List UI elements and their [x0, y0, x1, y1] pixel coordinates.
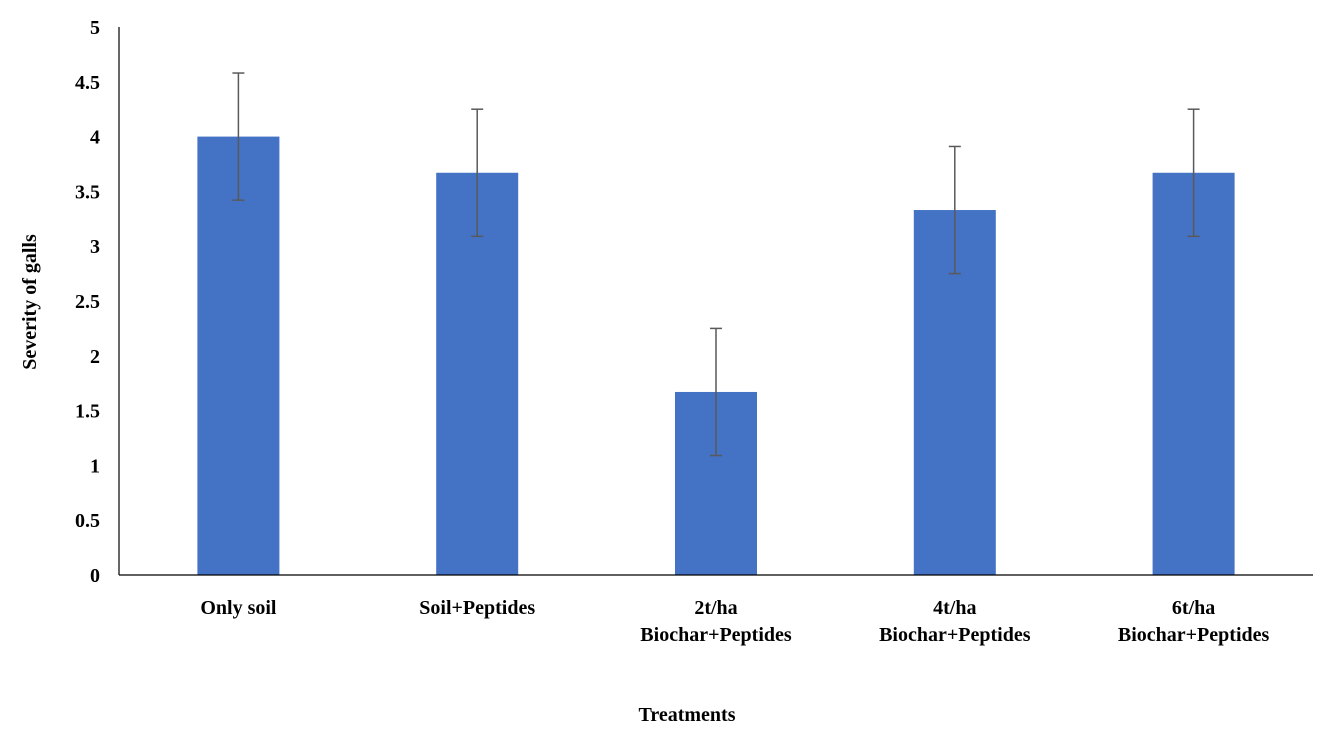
x-tick-label: 4t/ha Biochar+Peptides [879, 597, 1031, 646]
y-tick-label: 1 [90, 455, 100, 477]
x-tick-label-line: 4t/ha [933, 597, 976, 619]
y-tick-label: 1.5 [75, 401, 100, 423]
bar [197, 136, 280, 575]
x-tick-label-line: 6t/ha [1172, 597, 1215, 619]
x-tick-label: 2t/ha Biochar+Peptides [640, 597, 792, 646]
x-tick-label-line: Biochar+Peptides [1118, 624, 1270, 646]
x-tick-label-line: 2t/ha [694, 597, 737, 619]
y-tick-label: 3 [90, 236, 100, 258]
y-tick-label: 3.5 [75, 181, 100, 203]
y-axis-title: Severity of galls [19, 234, 41, 370]
bar [1152, 172, 1235, 575]
y-tick-label: 2 [90, 346, 100, 368]
y-tick-label: 0.5 [75, 510, 100, 532]
x-tick-label-line: Only soil [200, 597, 277, 619]
x-tick-label-line: Soil+Peptides [419, 597, 535, 619]
x-tick-label-line: Biochar+Peptides [879, 624, 1031, 646]
x-axis-title: Treatments [638, 704, 735, 726]
bar [436, 172, 519, 575]
x-tick-label-line: Biochar+Peptides [640, 624, 792, 646]
error-bars-group [232, 72, 1200, 457]
y-tick-label: 5 [90, 17, 100, 39]
x-tick-label: Only soil [200, 597, 277, 619]
y-tick-label: 2.5 [75, 291, 100, 313]
y-axis-tick-labels: 0 0.5 1 1.5 2 2.5 3 3.5 4 4.5 5 [75, 17, 100, 587]
y-tick-label: 0 [90, 565, 100, 587]
y-tick-label: 4 [90, 127, 100, 149]
x-tick-label: 6t/ha Biochar+Peptides [1118, 597, 1270, 646]
x-tick-label: Soil+Peptides [419, 597, 535, 619]
y-tick-label: 4.5 [75, 72, 100, 94]
x-axis-category-labels: Only soil Soil+Peptides 2t/ha Biochar+Pepti… [200, 597, 1269, 646]
